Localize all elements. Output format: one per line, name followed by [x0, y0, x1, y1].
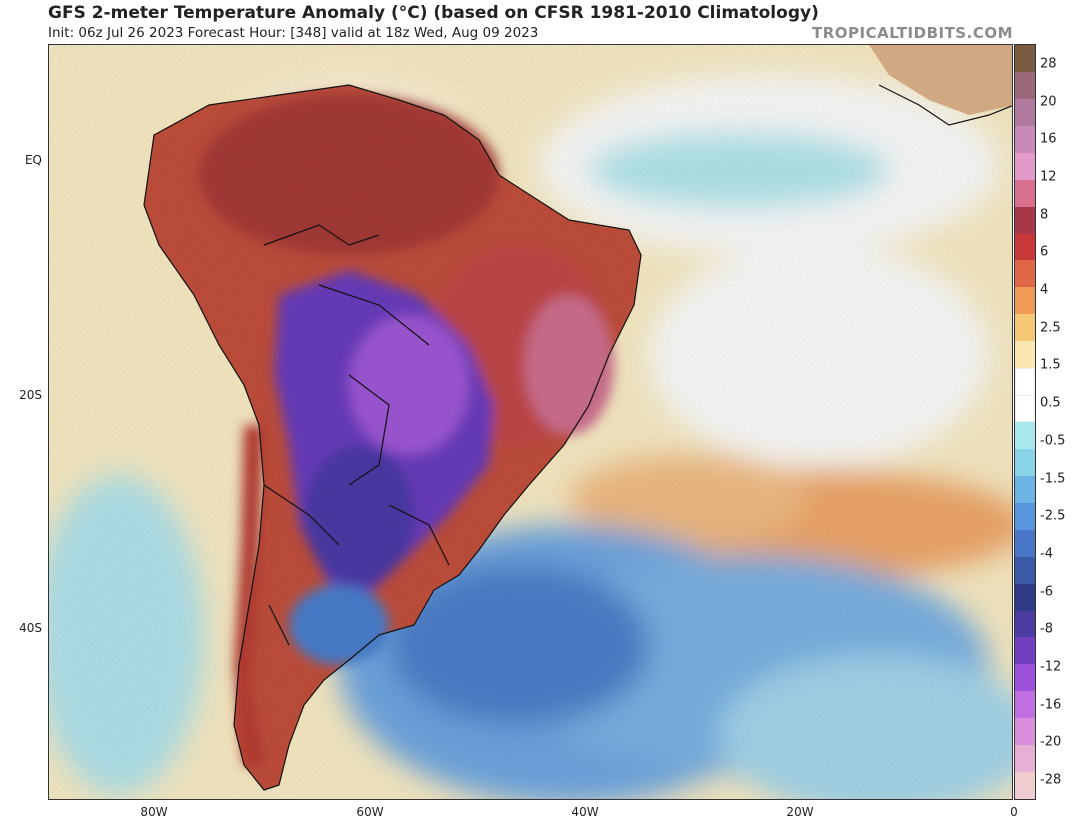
colorbar-tick-label: 0.5 — [1040, 395, 1061, 411]
colorbar-tick-label: -4 — [1040, 546, 1053, 562]
colorbar-tick-label: -16 — [1040, 697, 1062, 713]
colorbar-tick-label: 1.5 — [1040, 357, 1061, 373]
colorbar-tick-label: -20 — [1040, 734, 1062, 750]
colorbar-tick-label: 6 — [1040, 244, 1049, 260]
colorbar-swatch — [1015, 502, 1035, 531]
lon-label-60w: 60W — [356, 805, 384, 819]
colorbar-tick-label: 28 — [1040, 56, 1057, 72]
colorbar-swatch — [1015, 448, 1035, 477]
anomaly-map — [48, 44, 1013, 800]
colorbar-swatch — [1015, 287, 1035, 315]
colorbar-swatch — [1015, 314, 1035, 342]
colorbar-swatch — [1015, 529, 1035, 558]
colorbar-swatch — [1015, 745, 1035, 773]
colorbar-tick-label: -28 — [1040, 772, 1062, 788]
lat-label-40s: 40S — [19, 621, 42, 635]
colorbar-tick-label: 4 — [1040, 282, 1049, 298]
colorbar-tick-label: -0.5 — [1040, 433, 1066, 449]
brand-watermark: TROPICALTIDBITS.COM — [812, 24, 1013, 42]
lat-label-eq: EQ — [24, 153, 42, 167]
colorbar-swatch — [1015, 718, 1035, 746]
colorbar-swatch — [1015, 637, 1035, 665]
colorbar-swatch — [1015, 341, 1035, 369]
colorbar-swatch — [1015, 691, 1035, 719]
colorbar-tick-label: 16 — [1040, 131, 1057, 147]
colorbar-tick-label: 12 — [1040, 169, 1057, 185]
colorbar-tick-label: 2.5 — [1040, 320, 1061, 336]
colorbar-tick-label: -8 — [1040, 621, 1053, 637]
country-borders — [143, 84, 1012, 791]
noise-texture — [49, 45, 1012, 799]
anomaly-map-svg — [49, 45, 1012, 799]
colorbar-swatch — [1015, 610, 1035, 638]
colorbar-swatch — [1015, 395, 1035, 423]
colorbar-swatch — [1015, 260, 1035, 288]
colorbar-tick-label: -12 — [1040, 659, 1062, 675]
colorbar-tick-label: -1.5 — [1040, 471, 1066, 487]
map-subtitle: Init: 06z Jul 26 2023 Forecast Hour: [34… — [48, 25, 539, 41]
colorbar-swatch — [1015, 233, 1035, 261]
colorbar-swatch — [1015, 125, 1035, 154]
lat-label-20s: 20S — [19, 388, 42, 402]
lon-label-20w: 20W — [786, 805, 814, 819]
colorbar-swatch — [1015, 583, 1035, 611]
colorbar-swatch — [1015, 475, 1035, 504]
colorbar-swatch — [1015, 98, 1035, 127]
lon-label-80w: 80W — [140, 805, 168, 819]
colorbar-tick-label: -2.5 — [1040, 508, 1066, 524]
colorbar-swatch — [1015, 368, 1035, 396]
colorbar-swatch — [1015, 664, 1035, 692]
africa-corner — [869, 45, 1012, 115]
lon-label-40w: 40W — [571, 805, 599, 819]
colorbar-swatch — [1015, 71, 1035, 100]
map-title: GFS 2-meter Temperature Anomaly (°C) (ba… — [48, 3, 819, 23]
colorbar-tick-label: 8 — [1040, 207, 1049, 223]
colorbar-swatch — [1015, 179, 1035, 208]
colorbar-swatch — [1015, 152, 1035, 181]
colorbar-swatch — [1015, 556, 1035, 585]
colorbar-swatch — [1015, 422, 1035, 450]
lon-label-0: 0 — [1010, 805, 1018, 819]
colorbar-swatch — [1015, 45, 1035, 73]
colorbar-tick-label: -6 — [1040, 584, 1053, 600]
colorbar — [1014, 44, 1036, 800]
colorbar-swatch — [1015, 206, 1035, 234]
colorbar-swatch — [1015, 772, 1035, 800]
colorbar-tick-label: 20 — [1040, 94, 1057, 110]
